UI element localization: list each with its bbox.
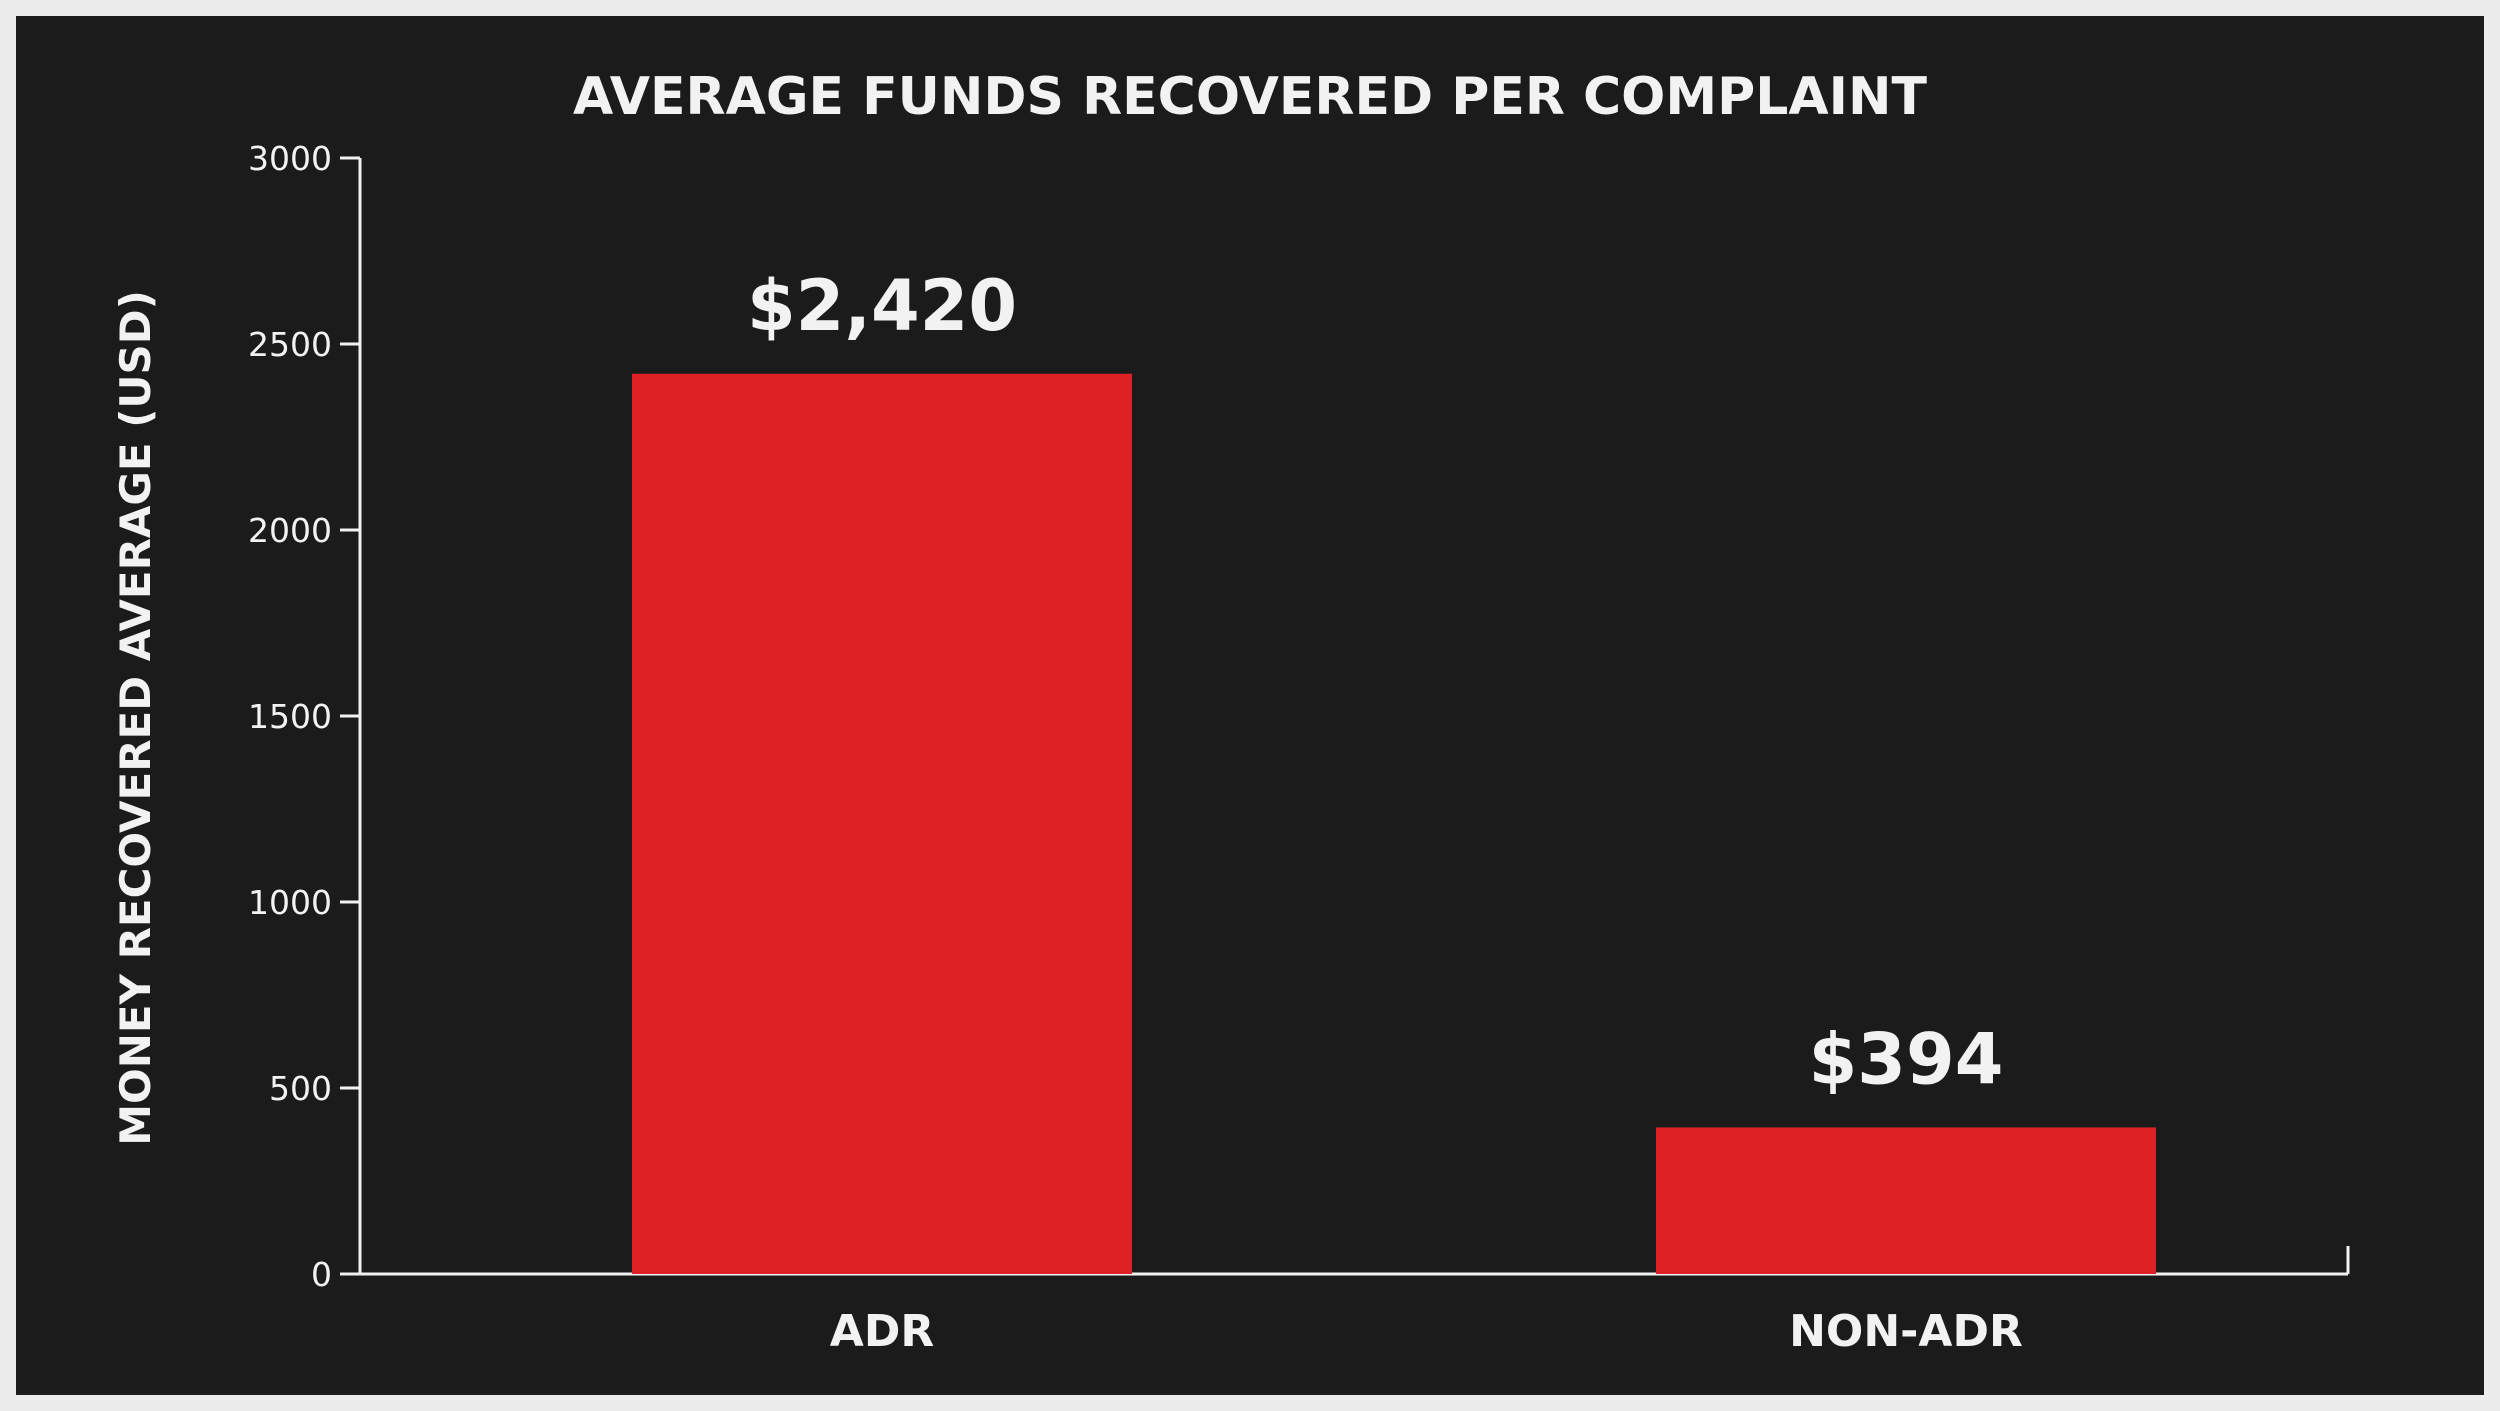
y-tick-label: 1500 [248,697,332,736]
y-tick-label: 1000 [248,883,332,922]
bar [632,373,1132,1274]
y-tick-label: 0 [311,1255,332,1294]
y-tick-label: 2000 [248,511,332,550]
x-category-label: ADR [830,1306,934,1357]
bar-value-label: $394 [1809,1018,2004,1100]
y-axis-label: MONEY RECOVERED AVERAGE (USD) [111,290,160,1146]
y-tick-label: 2500 [248,325,332,364]
x-category-label: NON-ADR [1789,1306,2023,1357]
bar-value-label: $2,420 [747,265,1017,347]
y-tick-label: 3000 [248,139,332,178]
chart-title: AVERAGE FUNDS RECOVERED PER COMPLAINT [573,67,1927,127]
bar [1656,1127,2156,1274]
y-tick-label: 500 [269,1069,332,1108]
